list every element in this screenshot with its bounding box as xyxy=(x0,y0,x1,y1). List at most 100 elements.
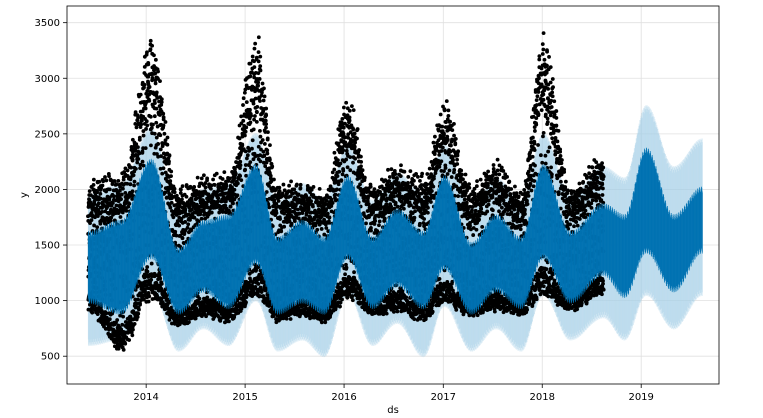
observation-point xyxy=(154,135,159,140)
observation-point xyxy=(264,106,269,111)
observation-point xyxy=(233,171,238,176)
observation-point xyxy=(243,167,248,172)
observation-point xyxy=(140,149,145,154)
observation-point xyxy=(98,196,103,201)
observation-point xyxy=(227,319,231,324)
observation-point xyxy=(250,146,254,151)
observation-point xyxy=(248,120,253,125)
observation-point xyxy=(98,191,103,196)
observation-point xyxy=(241,103,245,107)
observation-point xyxy=(143,146,148,151)
observation-point xyxy=(105,200,109,205)
observation-point xyxy=(119,192,124,197)
observation-point xyxy=(186,222,191,227)
observation-point xyxy=(120,322,125,327)
observation-point xyxy=(161,166,166,171)
observation-point xyxy=(205,176,210,181)
observation-point xyxy=(134,125,139,130)
observation-point xyxy=(165,135,170,140)
observation-point xyxy=(132,183,137,188)
observation-point xyxy=(241,96,246,101)
observation-point xyxy=(136,157,141,161)
observation-point xyxy=(205,295,210,300)
observation-point xyxy=(95,225,100,230)
observation-point xyxy=(253,41,258,46)
observation-point xyxy=(158,79,162,83)
observation-point xyxy=(217,210,222,215)
observation-point xyxy=(104,311,109,316)
observation-point xyxy=(100,183,105,188)
observation-point xyxy=(150,75,155,80)
observation-point xyxy=(252,46,257,51)
observation-point xyxy=(132,321,137,326)
observation-point xyxy=(168,205,173,210)
observation-point xyxy=(129,165,134,170)
observation-point xyxy=(91,177,96,182)
observation-point xyxy=(251,127,256,132)
observation-point xyxy=(266,130,270,135)
observation-point xyxy=(169,169,174,174)
observation-point xyxy=(258,54,263,59)
observation-point xyxy=(86,307,91,312)
observation-point xyxy=(263,118,268,123)
observation-point xyxy=(235,193,240,198)
observation-point xyxy=(134,142,139,147)
observation-point xyxy=(149,277,154,282)
observation-point xyxy=(149,143,153,148)
observation-point xyxy=(123,191,128,195)
observation-point xyxy=(212,183,217,187)
observation-point xyxy=(152,114,157,119)
observation-point xyxy=(118,215,123,219)
observation-point xyxy=(136,311,141,316)
observation-point xyxy=(256,59,261,64)
observation-point xyxy=(154,90,159,95)
observation-point xyxy=(168,179,173,183)
observation-point xyxy=(238,163,243,168)
observation-point xyxy=(148,47,153,52)
observation-point xyxy=(250,54,255,59)
observation-point xyxy=(144,119,149,124)
observation-point xyxy=(147,85,152,89)
observation-point xyxy=(120,210,125,215)
observation-point xyxy=(130,137,135,142)
observation-point xyxy=(183,220,188,224)
observation-point xyxy=(222,170,227,175)
observation-point xyxy=(238,174,243,178)
observation-point xyxy=(134,301,139,306)
observation-point xyxy=(156,69,160,74)
observation-point xyxy=(149,125,154,130)
observation-point xyxy=(253,114,257,118)
observation-point xyxy=(125,168,130,173)
observation-point xyxy=(138,166,143,171)
observation-point xyxy=(161,111,166,116)
observation-point xyxy=(156,154,161,159)
observation-point xyxy=(172,190,177,195)
observation-point xyxy=(258,99,262,103)
observation-point xyxy=(184,194,189,199)
observation-point xyxy=(239,178,244,183)
observation-point xyxy=(92,223,96,228)
observation-point xyxy=(243,129,248,134)
observation-point xyxy=(154,106,159,111)
observation-point xyxy=(253,96,258,101)
observation-point xyxy=(106,171,111,176)
observation-point xyxy=(158,133,163,138)
observation-point xyxy=(103,175,107,179)
observation-point xyxy=(255,84,260,88)
observation-point xyxy=(169,174,173,179)
observation-point xyxy=(118,197,123,202)
observation-point xyxy=(145,50,149,55)
observation-point xyxy=(133,121,138,126)
observation-point xyxy=(215,199,220,204)
observation-point xyxy=(135,315,140,319)
observation-point xyxy=(249,113,254,118)
observation-point xyxy=(138,92,143,97)
observation-point xyxy=(158,113,162,117)
observation-point xyxy=(159,100,164,105)
observation-point xyxy=(256,50,261,55)
observation-point xyxy=(132,179,137,184)
observation-point xyxy=(160,144,165,149)
observation-point xyxy=(158,166,163,171)
observation-point xyxy=(142,82,147,87)
observation-point xyxy=(137,135,142,140)
